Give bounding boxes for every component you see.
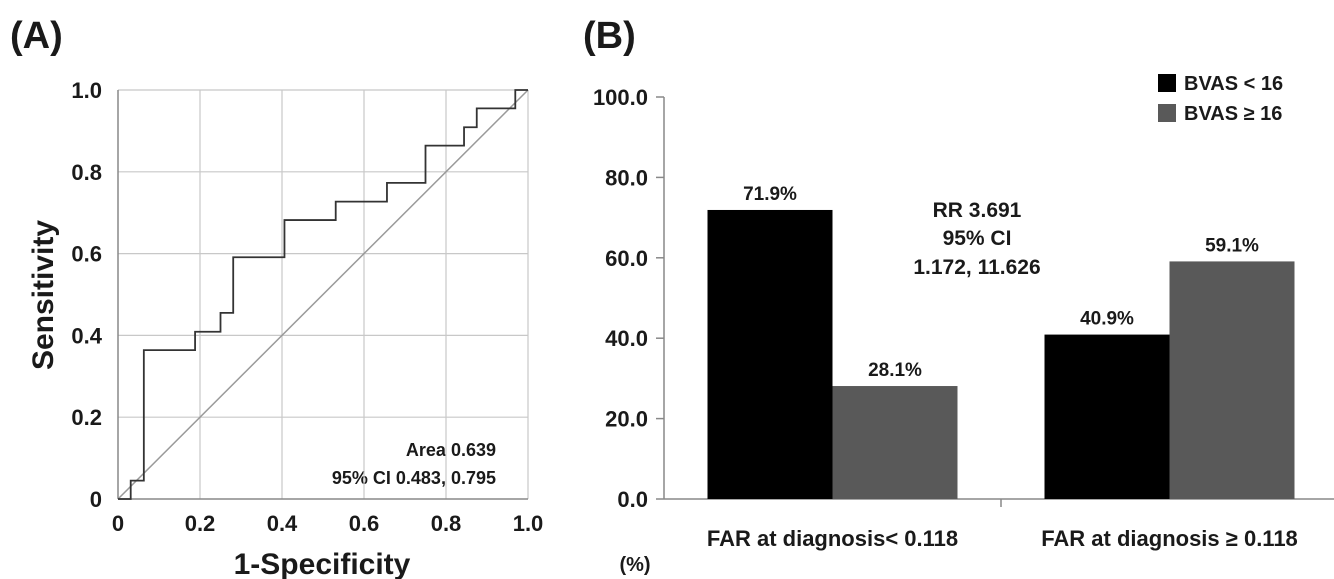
panel-b-legend-swatch xyxy=(1158,74,1176,92)
panel-a-ci-annotation: 95% CI 0.483, 0.795 xyxy=(332,468,496,488)
panel-b-bar-data-label: 28.1% xyxy=(868,360,922,381)
panel-b-y-tick-label: 100.0 xyxy=(593,85,648,110)
panel-a-y-tick-label: 0.6 xyxy=(71,242,102,267)
panel-b-label: (B) xyxy=(583,15,636,57)
panel-a-reference-diagonal xyxy=(117,89,529,500)
panel-a-roc-curve xyxy=(118,89,528,500)
panel-a-y-tick-label: 1.0 xyxy=(71,78,102,103)
panel-a-x-tick-label: 0 xyxy=(112,511,124,536)
panel-a-x-tick-label: 0.4 xyxy=(267,511,298,536)
panel-b-bar xyxy=(1044,334,1170,499)
panel-b-plot: 0.0 20.0 40.0 60.0 80.0 100.0 71.9% 28.1% FAR at… xyxy=(593,73,1334,551)
panel-a-y-tick-label: 0.4 xyxy=(71,323,102,348)
panel-a-x-axis-title: 1-Specificity xyxy=(234,548,411,579)
panel-b-y-tick-label: 20.0 xyxy=(605,407,648,432)
panel-b-legend-label: BVAS < 16 xyxy=(1184,73,1283,95)
panel-a-x-tick-label: 1.0 xyxy=(513,511,544,536)
panel-b-y-tick-label: 60.0 xyxy=(605,246,648,271)
panel-b-bar xyxy=(1169,261,1295,499)
panel-b-category-label: FAR at diagnosis< 0.118 xyxy=(707,526,958,551)
panel-a-auc-annotation: Area 0.639 xyxy=(406,440,496,460)
panel-a-y-tick-label: 0 xyxy=(90,487,102,512)
panel-b-y-tick-label: 40.0 xyxy=(605,326,648,351)
panel-b-ci-value-annotation: 1.172, 11.626 xyxy=(913,256,1040,279)
panel-a-x-tick-label: 0.2 xyxy=(185,511,216,536)
panel-b-bar xyxy=(707,209,833,499)
panel-b-legend-label: BVAS ≥ 16 xyxy=(1184,103,1282,125)
panel-b-category-label: FAR at diagnosis ≥ 0.118 xyxy=(1041,526,1298,551)
panel-b-bar-data-label: 71.9% xyxy=(743,184,797,205)
panel-b-bar-data-label: 59.1% xyxy=(1205,235,1259,256)
panel-a-y-tick-label: 0.8 xyxy=(71,160,102,185)
panel-b-bar xyxy=(832,386,958,499)
panel-b-bar-data-label: 40.9% xyxy=(1080,309,1134,330)
panel-a-y-axis-title: Sensitivity xyxy=(27,220,60,370)
panel-b-y-tick-label: 80.0 xyxy=(605,165,648,190)
panel-a-x-tick-label: 0.6 xyxy=(349,511,380,536)
panel-b-rr-annotation: RR 3.691 xyxy=(933,199,1022,222)
panel-b-legend-swatch xyxy=(1158,104,1176,122)
panel-a-y-tick-label: 0.2 xyxy=(71,405,102,430)
panel-a-x-tick-label: 0.8 xyxy=(431,511,462,536)
panel-a-label: (A) xyxy=(10,15,63,57)
panel-b-unit-label: (%) xyxy=(619,554,650,576)
panel-b-y-tick-label: 0.0 xyxy=(617,487,648,512)
panel-a-plot: 0 0.2 0.4 0.6 0.8 1.0 0 0.2 0.4 0.6 0.8 1.0 xyxy=(71,78,543,536)
panel-b-ci-label-annotation: 95% CI xyxy=(943,227,1012,250)
